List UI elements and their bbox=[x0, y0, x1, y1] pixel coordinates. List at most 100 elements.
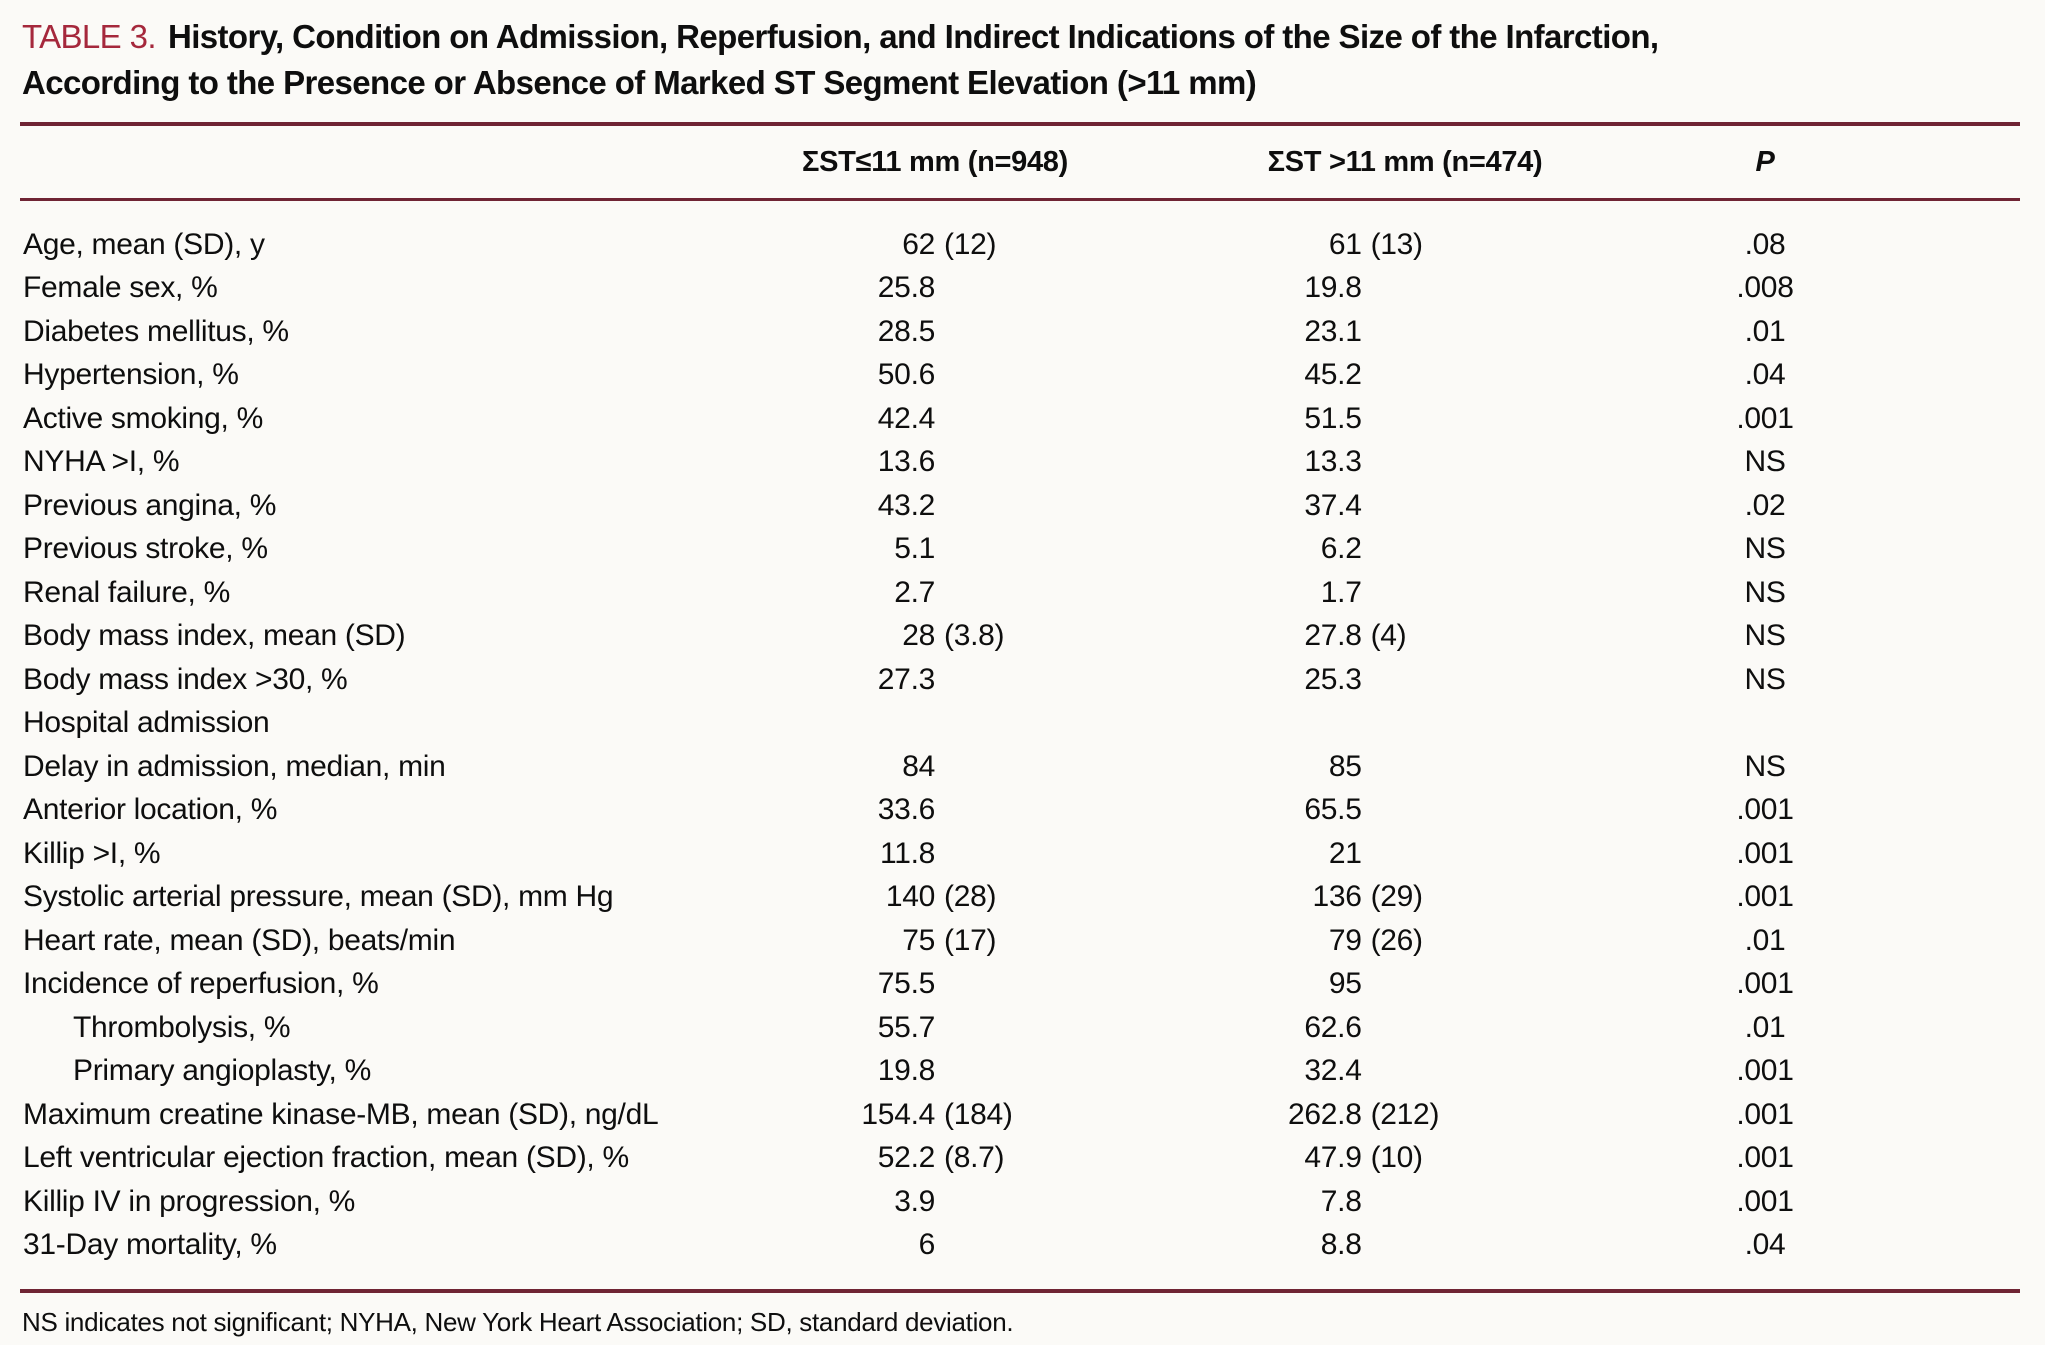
sd-value: (10) bbox=[1370, 1141, 1423, 1175]
sd-value: (29) bbox=[1370, 880, 1423, 914]
value-st-le-11: 3.9 bbox=[620, 1185, 1250, 1219]
sd-value bbox=[1362, 315, 1560, 349]
table-footnote: NS indicates not significant; NYHA, New … bbox=[22, 1307, 1014, 1337]
main-value: 19.8 bbox=[877, 1054, 936, 1088]
row-label-cell: Systolic arterial pressure, mean (SD), m… bbox=[20, 876, 620, 920]
value-st-le-11: 5.1 bbox=[620, 532, 1250, 566]
sd-value bbox=[935, 576, 1250, 610]
value-st-le-11: 50.6 bbox=[620, 358, 1250, 392]
table-row: Killip >I, % 11.8 21 .001 bbox=[20, 832, 2020, 876]
row-label-cell: 31-Day mortality, % bbox=[20, 1224, 620, 1268]
sd-value: (212) bbox=[1370, 1097, 1440, 1131]
value-st-gt-11-cell: 136 (29) bbox=[1250, 876, 1560, 920]
row-label-cell: Body mass index, mean (SD) bbox=[20, 615, 620, 659]
value-st-gt-11: 25.3 bbox=[1250, 663, 1560, 697]
row-label-cell: Active smoking, % bbox=[20, 397, 620, 441]
main-value: 47.9 bbox=[1304, 1141, 1362, 1175]
row-label-cell: Heart rate, mean (SD), beats/min bbox=[20, 919, 620, 963]
main-value: 75.5 bbox=[877, 967, 936, 1001]
table-row: Anterior location, % 33.6 65.5 .001 bbox=[20, 789, 2020, 833]
table-row: Heart rate, mean (SD), beats/min 75 (17) 79… bbox=[20, 919, 2020, 963]
main-value: 2.7 bbox=[894, 575, 935, 609]
value-st-le-11: 84 bbox=[620, 750, 1250, 784]
value-st-gt-11-cell: 8.8 bbox=[1250, 1224, 1560, 1268]
row-label-cell: Renal failure, % bbox=[20, 571, 620, 615]
value-st-le-11: 27.3 bbox=[620, 663, 1250, 697]
main-value: 95 bbox=[1328, 967, 1362, 1001]
table-row: Killip IV in progression, % 3.9 7.8 .001 bbox=[20, 1180, 2020, 1224]
main-value: 65.5 bbox=[1304, 793, 1362, 827]
row-label-cell: Body mass index >30, % bbox=[20, 658, 620, 702]
sd-value bbox=[935, 1185, 1250, 1219]
main-value: 79 bbox=[1328, 923, 1362, 957]
value-st-gt-11: 136 (29) bbox=[1250, 880, 1560, 914]
table-row: Hypertension, % 50.6 45.2 .04 bbox=[20, 354, 2020, 398]
sd-value: (4) bbox=[1370, 619, 1407, 653]
value-st-le-11: 13.6 bbox=[620, 445, 1250, 479]
main-value: 136 bbox=[1312, 880, 1362, 914]
sd-value bbox=[935, 445, 1250, 479]
main-value: 7.8 bbox=[1320, 1184, 1362, 1218]
table-row: Previous angina, % 43.2 37.4 .02 bbox=[20, 484, 2020, 528]
value-st-le-11-cell: 19.8 bbox=[620, 1050, 1250, 1094]
row-label-cell: Maximum creatine kinase-MB, mean (SD), n… bbox=[20, 1093, 659, 1137]
row-label: Active smoking, % bbox=[23, 401, 263, 435]
sd-value bbox=[1362, 402, 1560, 436]
value-st-le-11-cell: 6 bbox=[620, 1224, 1250, 1268]
main-value: 140 bbox=[885, 880, 935, 914]
value-st-gt-11: 85 bbox=[1250, 750, 1560, 784]
table-row: Body mass index, mean (SD) 28 (3.8) 27.8 (4)… bbox=[20, 615, 2020, 659]
sd-value: (8.7) bbox=[944, 1141, 1005, 1175]
title-line1-text: History, Condition on Admission, Reperfu… bbox=[167, 18, 1659, 55]
value-st-gt-11: 79 (26) bbox=[1250, 924, 1560, 958]
row-label: Female sex, % bbox=[23, 271, 218, 305]
title-line-1: TABLE 3. History, Condition on Admission,… bbox=[22, 14, 2027, 60]
main-value: 11.8 bbox=[880, 836, 935, 870]
row-label-cell: Female sex, % bbox=[20, 267, 620, 311]
row-label: Body mass index, mean (SD) bbox=[23, 619, 406, 653]
value-st-le-11-cell: 52.2 (8.7) bbox=[620, 1137, 1250, 1181]
p-value-cell: .01 bbox=[1744, 923, 1786, 957]
value-st-gt-11: 6.2 bbox=[1250, 532, 1560, 566]
value-st-gt-11-cell: 27.8 (4) bbox=[1250, 615, 1560, 659]
p-value-cell: .08 bbox=[1744, 227, 1786, 261]
value-st-le-11: 33.6 bbox=[620, 793, 1250, 827]
sd-value bbox=[935, 837, 1250, 871]
value-st-le-11: 42.4 bbox=[620, 402, 1250, 436]
value-st-gt-11-cell: 32.4 bbox=[1250, 1050, 1560, 1094]
value-st-gt-11-cell: 37.4 bbox=[1250, 484, 1560, 528]
main-value: 21 bbox=[1328, 836, 1362, 870]
row-label: Delay in admission, median, min bbox=[23, 749, 446, 783]
p-value-cell: .001 bbox=[1736, 1141, 1794, 1175]
value-st-le-11: 62 (12) bbox=[620, 228, 1250, 262]
value-st-gt-11: 51.5 bbox=[1250, 402, 1560, 436]
value-st-gt-11: 65.5 bbox=[1250, 793, 1560, 827]
p-value-cell: NS bbox=[1744, 532, 1786, 566]
sd-value bbox=[1362, 1185, 1560, 1219]
p-value-cell: .001 bbox=[1736, 836, 1794, 870]
row-label-cell: Diabetes mellitus, % bbox=[20, 310, 620, 354]
value-st-gt-11: 1.7 bbox=[1250, 576, 1560, 610]
value-st-le-11-cell: 140 (28) bbox=[620, 876, 1250, 920]
row-label-cell: Killip IV in progression, % bbox=[20, 1180, 620, 1224]
value-st-gt-11-cell: 61 (13) bbox=[1250, 223, 1560, 267]
value-st-le-11-cell: 50.6 bbox=[620, 354, 1250, 398]
row-label: Hospital admission bbox=[23, 706, 270, 740]
sd-value: (184) bbox=[944, 1097, 1013, 1131]
row-label-cell: NYHA >I, % bbox=[20, 441, 620, 485]
p-value-cell: .008 bbox=[1736, 271, 1794, 305]
value-st-le-11-cell: 5.1 bbox=[620, 528, 1250, 572]
value-st-le-11: 75 (17) bbox=[620, 924, 1250, 958]
table-row: Active smoking, % 42.4 51.5 .001 bbox=[20, 397, 2020, 441]
value-st-gt-11-cell: 65.5 bbox=[1250, 789, 1560, 833]
row-label-cell: Delay in admission, median, min bbox=[20, 745, 620, 789]
main-value: 6 bbox=[918, 1228, 936, 1262]
sd-value: (26) bbox=[1370, 923, 1423, 957]
row-label-cell: Incidence of reperfusion, % bbox=[20, 963, 620, 1007]
spacer-row bbox=[20, 200, 2020, 224]
sd-value bbox=[935, 1054, 1250, 1088]
value-st-gt-11: 23.1 bbox=[1250, 315, 1560, 349]
p-value-cell: .001 bbox=[1736, 967, 1794, 1001]
main-value: 3.9 bbox=[894, 1184, 935, 1218]
